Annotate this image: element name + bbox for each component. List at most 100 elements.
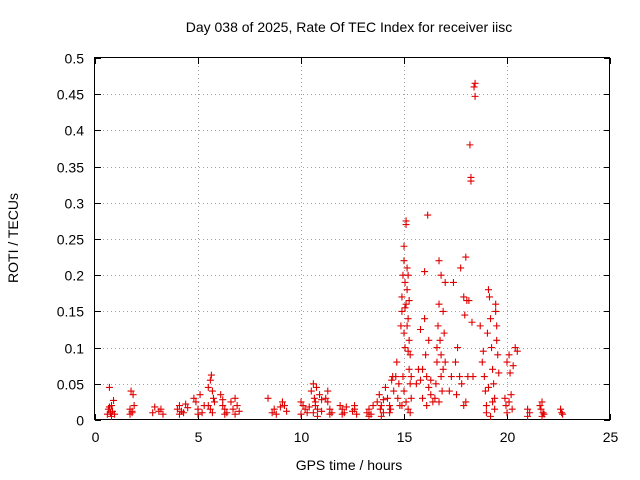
data-point xyxy=(351,405,359,413)
data-point xyxy=(303,409,311,417)
data-point xyxy=(208,409,216,417)
x-tick-label: 5 xyxy=(195,429,203,445)
data-point xyxy=(381,383,389,391)
data-point xyxy=(503,358,511,366)
data-point xyxy=(538,412,546,420)
data-point xyxy=(539,409,547,417)
data-point xyxy=(484,286,492,294)
data-point xyxy=(208,387,216,395)
data-point xyxy=(466,141,474,149)
data-point xyxy=(437,351,445,359)
data-point xyxy=(210,398,218,406)
data-point xyxy=(390,387,398,395)
data-point xyxy=(198,409,206,417)
data-point xyxy=(489,365,497,373)
data-point xyxy=(206,405,214,413)
data-point xyxy=(151,403,159,411)
data-point xyxy=(386,409,394,417)
x-tick-label: 15 xyxy=(397,429,413,445)
data-point xyxy=(437,373,445,381)
data-point xyxy=(435,257,443,265)
data-point xyxy=(342,403,350,411)
data-point xyxy=(379,409,387,417)
data-point xyxy=(557,405,565,413)
data-point xyxy=(424,211,432,219)
data-point xyxy=(493,336,501,344)
data-point xyxy=(421,268,429,276)
data-point xyxy=(309,380,317,388)
data-point xyxy=(403,286,411,294)
y-tick-label: 0.25 xyxy=(57,232,84,248)
data-point xyxy=(309,409,317,417)
data-point xyxy=(423,402,431,410)
data-point xyxy=(369,402,377,410)
data-point xyxy=(130,402,138,410)
data-point xyxy=(536,402,544,410)
data-point xyxy=(105,403,113,411)
plot-frame xyxy=(94,57,610,420)
data-point xyxy=(397,322,405,330)
data-point xyxy=(482,409,490,417)
y-tick-label: 0 xyxy=(76,413,84,429)
data-point xyxy=(404,271,412,279)
data-point xyxy=(103,410,111,418)
data-point xyxy=(433,344,441,352)
data-point xyxy=(469,373,477,381)
data-point xyxy=(401,344,409,352)
data-point xyxy=(376,405,384,413)
data-points xyxy=(103,79,567,420)
y-tick-label: 0.2 xyxy=(65,268,85,284)
x-axis-label: GPS time / hours xyxy=(296,457,403,473)
data-point xyxy=(511,344,519,352)
data-point xyxy=(301,405,309,413)
data-point xyxy=(318,407,326,415)
data-point xyxy=(149,409,157,417)
data-point xyxy=(394,394,402,402)
y-axis: 0 0.05 0.1 0.15 0.2 0.25 0.3 0.35 0.4 0.45 0.5 xyxy=(57,51,610,429)
data-point xyxy=(425,336,433,344)
data-point xyxy=(194,410,202,418)
data-point xyxy=(107,412,115,420)
data-point xyxy=(406,409,414,417)
data-point xyxy=(395,380,403,388)
y-axis-label: ROTI / TECUs xyxy=(5,193,21,283)
data-point xyxy=(405,297,413,305)
data-point xyxy=(311,398,319,406)
data-point xyxy=(231,394,239,402)
data-point xyxy=(558,409,566,417)
data-point xyxy=(392,373,400,381)
x-tick-label: 20 xyxy=(500,429,516,445)
data-point xyxy=(439,307,447,315)
data-point xyxy=(217,391,225,399)
data-point xyxy=(373,398,381,406)
data-point xyxy=(235,407,243,415)
data-point xyxy=(404,315,412,323)
data-point xyxy=(127,387,135,395)
chart-title: Day 038 of 2025, Rate Of TEC Index for r… xyxy=(186,19,513,35)
data-point xyxy=(377,402,385,410)
data-point xyxy=(458,380,466,388)
data-point xyxy=(416,326,424,333)
data-point xyxy=(471,79,479,87)
data-point xyxy=(468,318,476,326)
data-point xyxy=(105,383,113,391)
data-point xyxy=(524,405,532,413)
data-point xyxy=(324,398,332,406)
data-point xyxy=(439,365,447,373)
data-point xyxy=(441,358,449,366)
data-point xyxy=(407,373,415,381)
data-point xyxy=(440,329,448,337)
data-point xyxy=(492,307,500,315)
data-point xyxy=(429,398,437,406)
data-point xyxy=(175,410,183,418)
data-point xyxy=(425,383,433,391)
data-point xyxy=(526,409,534,417)
data-point xyxy=(338,410,346,418)
data-point xyxy=(229,405,237,413)
data-point xyxy=(470,83,478,91)
data-point xyxy=(278,398,286,406)
data-point xyxy=(400,387,408,395)
data-point xyxy=(559,410,567,418)
data-point xyxy=(471,92,479,100)
